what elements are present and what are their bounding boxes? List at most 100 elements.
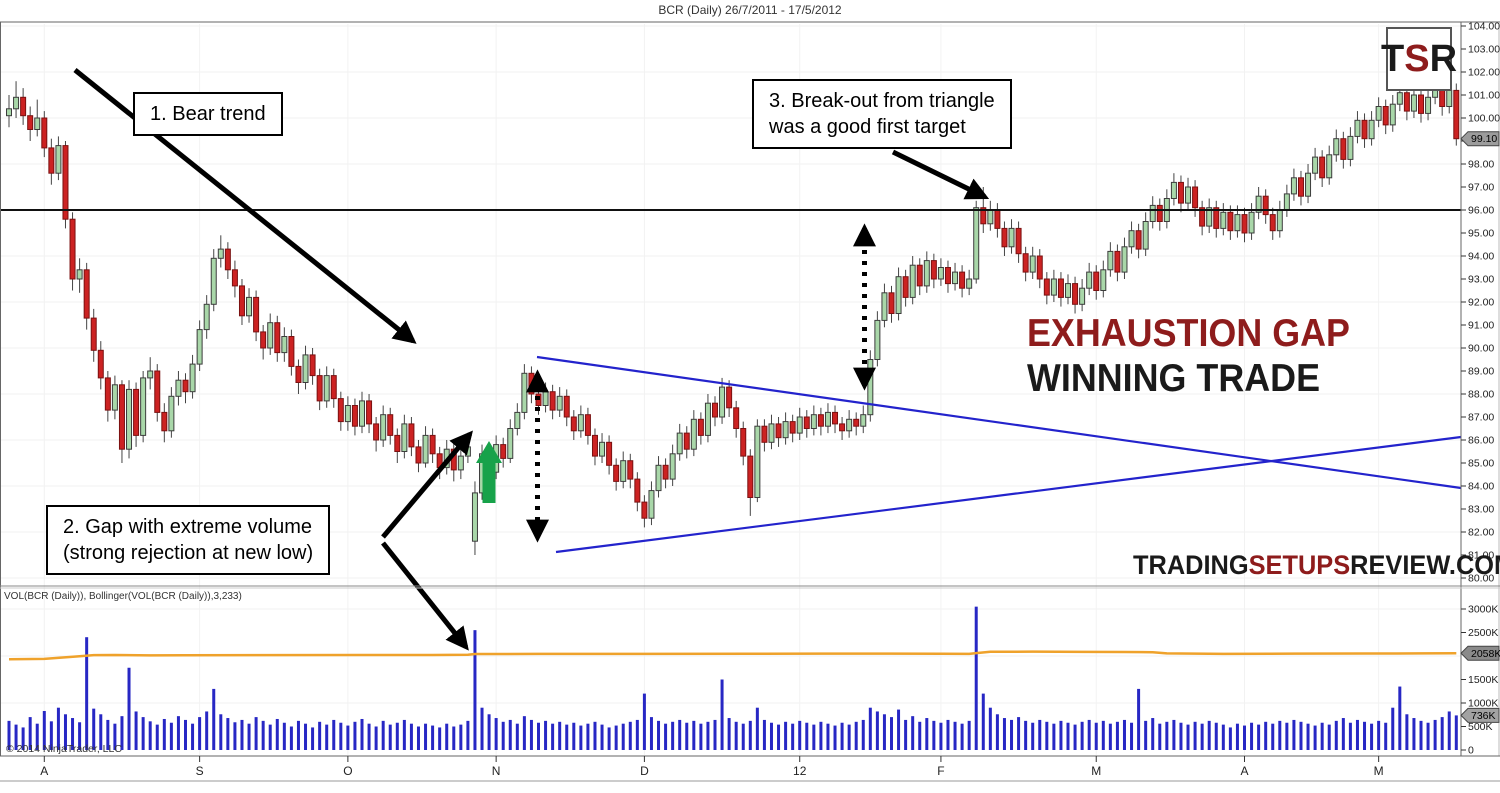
candle-up bbox=[909, 264, 916, 298]
volume-bar bbox=[861, 719, 865, 750]
volume-bar bbox=[233, 722, 237, 750]
candle-down bbox=[20, 96, 27, 117]
svg-text:82.00: 82.00 bbox=[1468, 527, 1494, 539]
svg-text:86.00: 86.00 bbox=[1468, 435, 1494, 447]
volume-bar bbox=[854, 721, 858, 750]
candle-down bbox=[288, 336, 295, 367]
candle-down bbox=[373, 423, 380, 441]
volume-bar bbox=[904, 719, 908, 750]
volume-bar bbox=[71, 718, 75, 750]
candle-up bbox=[1170, 181, 1177, 199]
volume-bar bbox=[762, 719, 766, 750]
volume-bar bbox=[388, 724, 392, 750]
candle-down bbox=[366, 400, 373, 425]
candle-down bbox=[1114, 250, 1121, 273]
volume-bar bbox=[1292, 719, 1296, 750]
volume-bar bbox=[642, 693, 646, 750]
green-up-arrow bbox=[476, 441, 502, 503]
candle-up bbox=[1347, 135, 1354, 160]
candle-down bbox=[274, 322, 281, 354]
volume-bar bbox=[381, 720, 385, 750]
volume-bar bbox=[1363, 721, 1367, 750]
candle-up bbox=[147, 370, 154, 379]
candle-up bbox=[1185, 186, 1192, 204]
svg-text:94.00: 94.00 bbox=[1468, 251, 1494, 263]
annotation-text: 1. Bear trend bbox=[150, 103, 266, 125]
candle-up bbox=[1333, 138, 1340, 156]
bollinger-volume-line bbox=[8, 650, 1457, 661]
svg-text:O: O bbox=[343, 764, 352, 778]
svg-text:3000K: 3000K bbox=[1468, 604, 1498, 616]
candle-down bbox=[1072, 283, 1079, 305]
volume-bar bbox=[63, 714, 67, 750]
volume-bar bbox=[1377, 720, 1381, 750]
volume-bar bbox=[85, 637, 89, 750]
candle-down bbox=[1036, 255, 1043, 280]
candle-up bbox=[1290, 177, 1297, 195]
candle-down bbox=[1015, 227, 1022, 255]
volume-series bbox=[7, 606, 1458, 750]
annotation-arrows bbox=[73, 68, 990, 651]
volume-bar bbox=[826, 723, 830, 750]
candle-up bbox=[881, 292, 888, 321]
volume-bar bbox=[875, 711, 879, 750]
volume-bar bbox=[459, 724, 463, 750]
volume-bar bbox=[1010, 719, 1014, 750]
volume-bar bbox=[727, 718, 731, 750]
svg-text:F: F bbox=[937, 764, 944, 778]
annotation-box-gap-volume: 2. Gap with extreme volume (strong rejec… bbox=[46, 505, 331, 575]
chart-title: BCR (Daily) 26/7/2011 - 17/5/2012 bbox=[658, 3, 842, 17]
volume-bar bbox=[988, 707, 992, 750]
volume-bar bbox=[918, 721, 922, 750]
candle-up bbox=[514, 411, 521, 429]
volume-pane-label: VOL(BCR (Daily)), Bollinger(VOL(BCR (Dai… bbox=[4, 591, 242, 602]
candle-up bbox=[937, 267, 944, 280]
candle-up bbox=[860, 414, 867, 427]
candle-down bbox=[930, 260, 937, 280]
volume-bar bbox=[424, 723, 428, 750]
candle-down bbox=[1192, 186, 1199, 209]
svg-text:D: D bbox=[640, 764, 649, 778]
volume-value-badge-shape bbox=[1460, 707, 1500, 723]
volume-bar bbox=[1341, 718, 1345, 750]
volume-bar bbox=[579, 725, 583, 750]
candle-up bbox=[895, 276, 902, 315]
volume-bar bbox=[452, 726, 456, 750]
candle-up bbox=[1312, 156, 1319, 174]
volume-bar bbox=[1398, 686, 1402, 750]
candle-down bbox=[1199, 207, 1206, 227]
volume-bar bbox=[911, 716, 915, 750]
volume-bar bbox=[628, 721, 632, 750]
volume-bar bbox=[1144, 720, 1148, 750]
svg-text:100.00: 100.00 bbox=[1468, 113, 1500, 125]
volume-bar bbox=[960, 723, 964, 750]
volume-bar bbox=[1165, 721, 1169, 750]
exhaustion-gap-line1: EXHAUSTION GAP bbox=[1027, 312, 1350, 355]
volume-bar bbox=[106, 719, 110, 750]
candle-up bbox=[6, 108, 12, 117]
volume-bar bbox=[1271, 723, 1275, 750]
candle-down bbox=[747, 455, 754, 499]
candle-up bbox=[923, 260, 930, 287]
watermark-part: SETUPS bbox=[1248, 550, 1351, 580]
volume-bar bbox=[275, 718, 279, 750]
candle-up bbox=[1107, 250, 1114, 271]
volume-bar bbox=[1172, 719, 1176, 750]
candle-down bbox=[641, 501, 648, 519]
candle-down bbox=[41, 117, 48, 149]
volume-bar bbox=[205, 711, 209, 750]
logo-letter: T bbox=[1380, 37, 1405, 80]
volume-bar bbox=[162, 718, 166, 750]
candle-up bbox=[55, 145, 62, 174]
candle-up bbox=[168, 395, 175, 432]
pane-frame bbox=[0, 21, 1500, 782]
volume-bar bbox=[657, 720, 661, 750]
volume-bar bbox=[296, 720, 300, 750]
candle-down bbox=[1403, 92, 1410, 112]
volume-bar bbox=[649, 717, 653, 750]
candle-up bbox=[1389, 103, 1396, 126]
volume-bar bbox=[1059, 720, 1063, 750]
volume-bar bbox=[1257, 724, 1261, 750]
candle-up bbox=[323, 375, 330, 402]
candle-down bbox=[634, 478, 641, 503]
